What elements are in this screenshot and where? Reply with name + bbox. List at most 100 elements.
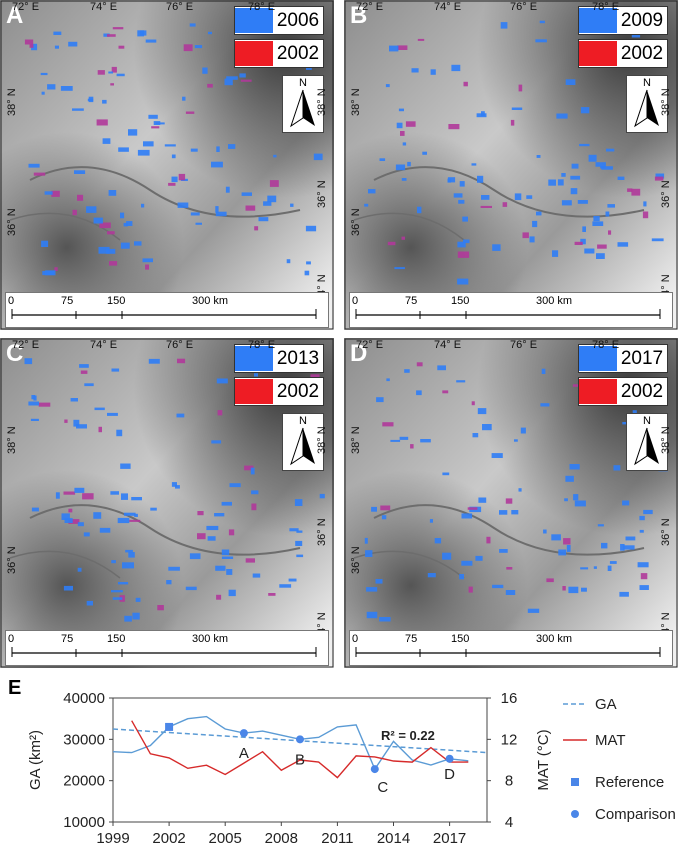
legend-entry: 2002	[578, 377, 668, 406]
north-label: N	[643, 415, 651, 427]
lat-label: 36° N	[350, 208, 362, 236]
legend-swatch	[579, 379, 617, 404]
panel-label-a: A	[6, 2, 24, 29]
legend-ga-label: GA	[595, 696, 617, 713]
scale-tick-label: 0	[352, 295, 359, 307]
legend-swatch	[579, 346, 617, 371]
lon-label: 74° E	[90, 1, 118, 13]
lat-label: 38° N	[316, 426, 328, 454]
legend-comparison-label: Comparison	[595, 806, 676, 823]
comparison-tag: A	[239, 745, 249, 762]
scale-tick-label: 150	[451, 295, 470, 307]
scale-tick-label: 75	[61, 633, 74, 645]
scale-bar: 0 75 150 300 km	[5, 630, 329, 666]
scale-tick-label: 0	[8, 633, 15, 645]
legend-comparison-swatch	[571, 810, 579, 818]
lon-label: 72° E	[12, 1, 40, 13]
panel-label-e: E	[8, 677, 22, 699]
legend-year: 2002	[276, 42, 320, 64]
scale-tick-label: 300 km	[536, 295, 573, 307]
legend-entry: 2002	[234, 377, 324, 406]
y-right-axis-label: MAT (°C)	[535, 729, 552, 790]
y-left-tick-label: 40000	[63, 690, 105, 707]
north-arrow-icon: N	[282, 75, 324, 133]
comparison-tag: C	[377, 779, 388, 796]
y-left-tick-label: 10000	[63, 814, 105, 831]
x-tick-label: 2011	[321, 830, 353, 847]
north-arrow-icon: N	[626, 75, 668, 133]
legend-year: 2002	[620, 380, 664, 402]
legend-swatch	[579, 8, 617, 33]
comparison-marker	[239, 729, 248, 738]
lon-label: 74° E	[434, 1, 462, 13]
lon-label: 74° E	[90, 339, 118, 351]
series-line-mat	[131, 720, 469, 779]
legend-swatch	[235, 8, 273, 33]
map-legend: 2017 2002	[578, 344, 668, 410]
r2-label: R² = 0.22	[381, 728, 435, 743]
legend-entry: 2009	[578, 6, 668, 35]
panel-label-c: C	[6, 340, 24, 367]
lat-label: 36° N	[6, 208, 18, 236]
lon-label: 72° E	[356, 339, 384, 351]
x-tick-label: 2002	[152, 830, 185, 847]
legend-year: 2006	[276, 9, 320, 31]
lat-label: 38° N	[350, 88, 362, 116]
scale-bar: 0 75 150 300 km	[5, 292, 329, 328]
scale-tick-label: 75	[405, 633, 418, 645]
lat-label: 36° N	[6, 546, 18, 574]
scale-tick-label: 300 km	[192, 633, 229, 645]
lon-label: 78° E	[592, 339, 620, 351]
legend-swatch	[235, 41, 273, 66]
lon-label: 74° E	[434, 339, 462, 351]
scale-tick-label: 150	[451, 633, 470, 645]
legend-year: 2002	[276, 380, 320, 402]
lon-label: 76° E	[510, 1, 538, 13]
comparison-tag: B	[295, 751, 305, 768]
legend-swatch	[579, 41, 617, 66]
north-arrow-icon: N	[626, 413, 668, 471]
legend-swatch	[235, 379, 273, 404]
map-legend: 2009 2002	[578, 6, 668, 72]
x-tick-label: 2017	[433, 830, 466, 847]
x-tick-label: 1999	[96, 830, 129, 847]
legend-mat-label: MAT	[595, 732, 626, 749]
legend-entry: 2002	[578, 39, 668, 68]
comparison-tag: D	[444, 766, 455, 783]
north-label: N	[299, 77, 307, 89]
lat-label: 38° N	[660, 426, 672, 454]
legend-year: 2002	[620, 42, 664, 64]
lon-label: 78° E	[248, 1, 276, 13]
lon-label: 76° E	[166, 1, 194, 13]
comparison-marker	[445, 754, 454, 763]
x-tick-label: 2005	[209, 830, 242, 847]
lat-label: 36° N	[660, 518, 672, 546]
x-tick-label: 2008	[265, 830, 298, 847]
north-arrow-icon: N	[282, 413, 324, 471]
legend-entry: 2017	[578, 344, 668, 373]
lat-label: 38° N	[316, 88, 328, 116]
lat-label: 38° N	[6, 426, 18, 454]
y-right-tick-label: 4	[505, 814, 513, 831]
legend-entry: 2006	[234, 6, 324, 35]
panel-label-b: B	[350, 2, 368, 29]
map-legend: 2006 2002	[234, 6, 324, 72]
legend-swatch	[235, 346, 273, 371]
scale-tick-label: 75	[61, 295, 74, 307]
reference-marker	[165, 722, 174, 731]
north-label: N	[299, 415, 307, 427]
legend-entry: 2002	[234, 39, 324, 68]
map-legend: 2013 2002	[234, 344, 324, 410]
x-tick-label: 2014	[377, 830, 410, 847]
y-left-axis-label: GA (km²)	[27, 730, 44, 790]
scale-tick-label: 300 km	[536, 633, 573, 645]
scale-tick-label: 150	[107, 295, 126, 307]
comparison-marker	[296, 735, 304, 744]
y-right-tick-label: 8	[505, 773, 513, 790]
lat-label: 36° N	[316, 518, 328, 546]
lat-label: 38° N	[6, 88, 18, 116]
lon-label: 72° E	[12, 339, 40, 351]
